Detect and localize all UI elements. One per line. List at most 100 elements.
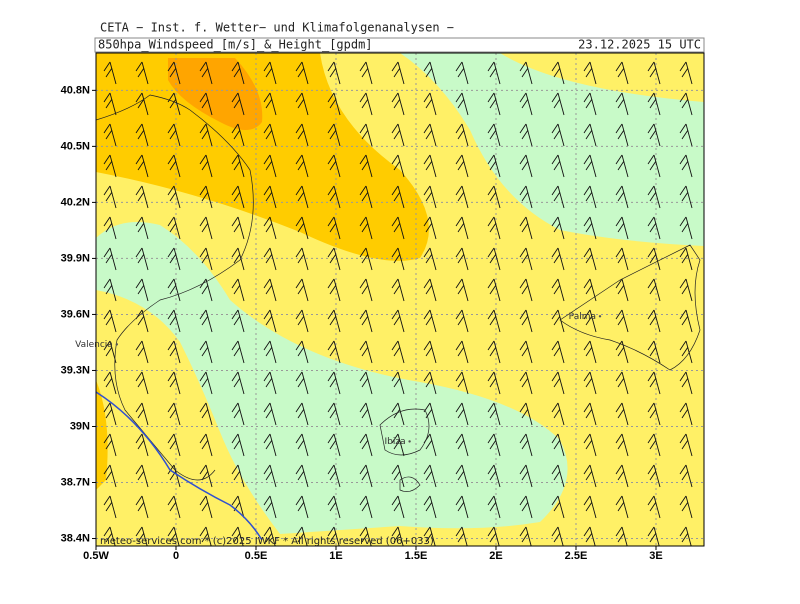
wind-barb — [647, 247, 661, 271]
wind-barb — [519, 340, 533, 364]
x-tick-label: 1E — [329, 550, 342, 562]
wind-barb — [487, 371, 501, 395]
wind-barb — [679, 154, 693, 178]
wind-barb — [615, 247, 629, 271]
wind-barb — [359, 340, 373, 364]
wind-barb — [647, 278, 661, 302]
wind-barb — [679, 371, 693, 395]
wind-barb — [487, 402, 501, 426]
grid — [96, 53, 704, 546]
wind-barb — [231, 92, 245, 116]
wind-barb — [519, 526, 532, 546]
wind-barb — [615, 123, 629, 147]
wind-barb — [519, 371, 533, 395]
wind-barb — [487, 309, 501, 333]
wind-barb — [551, 278, 565, 302]
wind-barb — [487, 185, 501, 209]
wind-barb — [487, 278, 501, 302]
wind-barb — [455, 278, 469, 302]
wind-barb — [231, 278, 245, 302]
wind-barb — [359, 216, 373, 240]
wind-barb — [455, 371, 469, 395]
wind-barb — [679, 185, 693, 209]
wind-barb — [199, 154, 213, 178]
y-tick-label: 40.2N — [61, 196, 90, 208]
wind-barb — [551, 402, 565, 426]
wind-barb — [199, 61, 213, 85]
wind-barb — [199, 371, 213, 395]
wind-barbs — [103, 61, 693, 546]
wind-barb — [615, 309, 629, 333]
wind-barb — [199, 433, 213, 457]
wind-barb — [551, 92, 565, 116]
wind-barb — [327, 247, 341, 271]
x-tick-label: 3E — [649, 550, 662, 562]
wind-barb — [679, 247, 693, 271]
wind-barb — [487, 464, 501, 488]
wind-barb — [327, 61, 341, 85]
map-frame — [95, 52, 705, 547]
wind-barb — [455, 526, 468, 546]
wind-barb — [391, 526, 404, 546]
wind-barb — [359, 464, 373, 488]
wind-barb — [455, 61, 469, 85]
wind-barb — [551, 185, 565, 209]
place-label: Valencia — [75, 340, 113, 350]
wind-barb — [231, 433, 245, 457]
wind-barb — [679, 433, 693, 457]
wind-barb — [103, 92, 117, 116]
wind-barb — [647, 526, 660, 546]
wind-barb — [103, 371, 117, 395]
wind-barb — [263, 464, 277, 488]
wind-barb — [103, 154, 117, 178]
wind-barb — [167, 495, 181, 519]
wind-barb — [327, 371, 341, 395]
wind-barb — [103, 402, 117, 426]
wind-barb — [263, 123, 277, 147]
wind-barb — [359, 495, 373, 519]
x-tick-label: 0.5W — [83, 550, 109, 562]
wind-barb — [295, 92, 309, 116]
place-marker — [408, 440, 411, 443]
wind-barb — [615, 185, 629, 209]
wind-barb — [135, 92, 149, 116]
wind-barb — [647, 61, 661, 85]
wind-barb — [551, 216, 565, 240]
wind-barb — [551, 526, 564, 546]
source-line: CETA − Inst. f. Wetter− und Klimafolgena… — [100, 21, 454, 35]
title-box — [94, 37, 705, 53]
wind-barb — [423, 371, 437, 395]
wind-barb — [583, 371, 597, 395]
wind-barb — [103, 185, 117, 209]
wind-barb — [519, 247, 533, 271]
wind-barb — [135, 154, 149, 178]
wind-barb — [327, 216, 341, 240]
x-tick-label: 1.5E — [405, 550, 428, 562]
wind-barb — [135, 526, 148, 546]
wind-barb — [295, 526, 308, 546]
wind-barb — [647, 340, 661, 364]
wind-barb — [263, 495, 277, 519]
wind-barb — [391, 433, 405, 457]
wind-barb — [359, 185, 373, 209]
wind-barb — [327, 185, 341, 209]
x-tick-label: 2.5E — [565, 550, 588, 562]
wind-barb — [519, 278, 533, 302]
wind-barb — [263, 185, 277, 209]
wind-barb — [135, 61, 149, 85]
wind-barb — [135, 495, 149, 519]
wind-barb — [487, 216, 501, 240]
map-title: 850hpa_Windspeed_[m/s]_&_Height_[gpdm] — [98, 38, 373, 52]
wind-barb — [551, 464, 565, 488]
wind-barb — [423, 154, 437, 178]
wind-barb — [295, 278, 309, 302]
wind-barb — [231, 526, 244, 546]
wind-barb — [679, 464, 693, 488]
wind-barb — [615, 402, 629, 426]
wind-barb — [455, 402, 469, 426]
wind-barb — [455, 185, 469, 209]
wind-barb — [455, 216, 469, 240]
wind-zone-strong — [96, 53, 429, 261]
wind-barb — [423, 92, 437, 116]
wind-barb — [167, 154, 181, 178]
